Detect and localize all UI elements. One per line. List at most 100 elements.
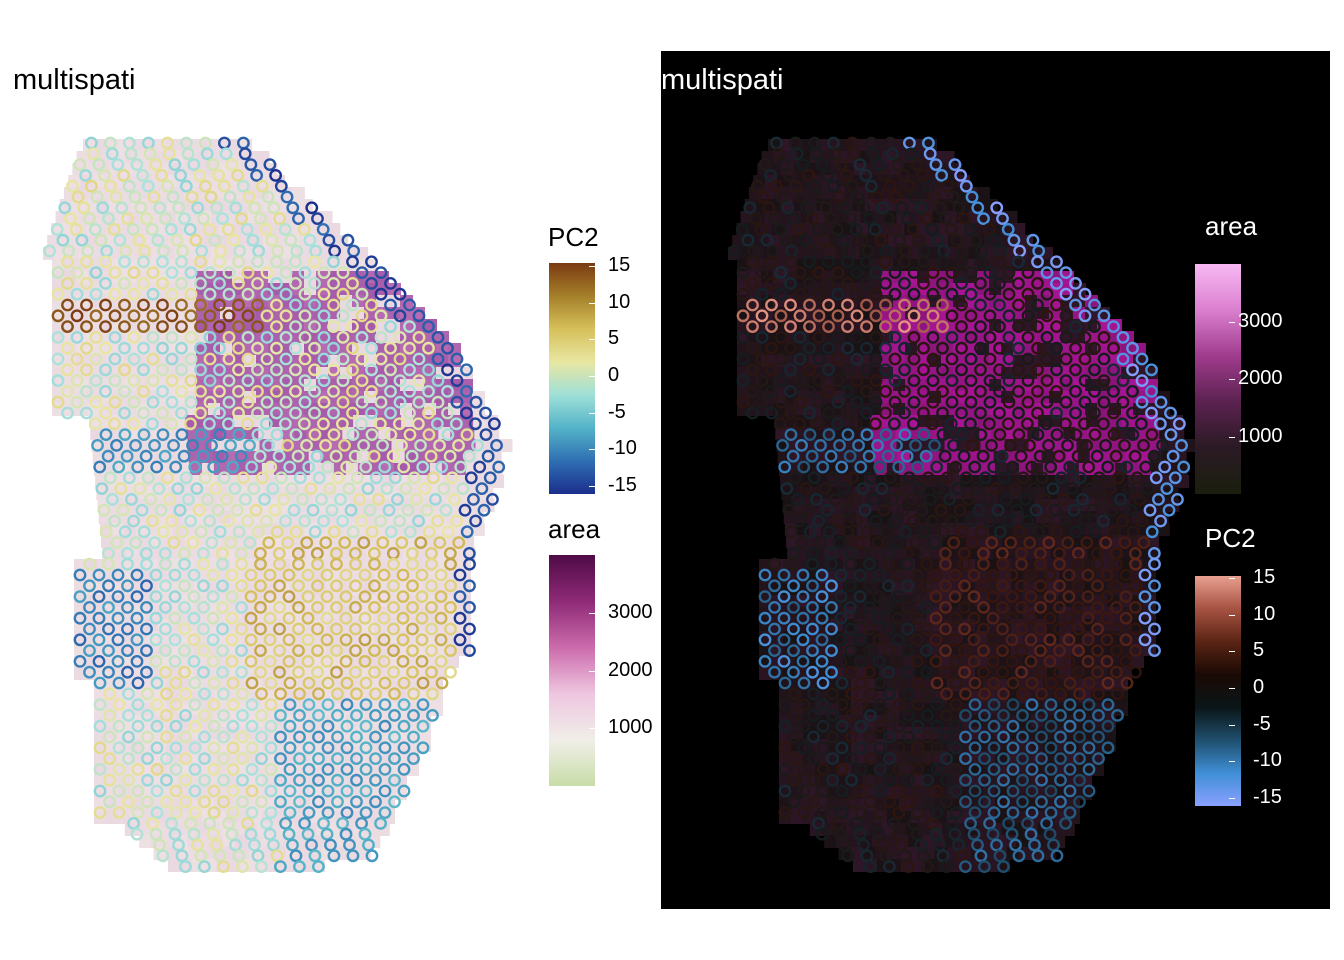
tissue-area-cell <box>160 283 173 296</box>
spot-marker <box>222 330 236 344</box>
spot-marker <box>355 266 369 279</box>
spot-marker <box>774 266 788 280</box>
spot-marker <box>274 179 288 193</box>
spot-marker <box>425 557 438 571</box>
spot-marker <box>346 363 359 377</box>
tissue-area-cell <box>430 703 443 716</box>
spot-marker <box>93 741 107 755</box>
spot-marker <box>286 201 300 215</box>
spot-marker <box>321 460 335 474</box>
spot-marker <box>450 374 464 387</box>
spot-marker <box>397 741 411 755</box>
spot-marker <box>122 709 135 722</box>
spot-marker <box>236 795 249 809</box>
spot-marker <box>358 655 372 668</box>
spot-marker <box>61 341 74 355</box>
spot-marker <box>348 449 362 463</box>
tissue-area-cell <box>797 331 810 344</box>
spot-marker <box>401 503 415 517</box>
spot-marker <box>368 557 381 571</box>
tissue-area-cell <box>1138 463 1152 476</box>
spot-marker <box>990 201 1004 215</box>
spot-marker <box>206 633 220 647</box>
tissue-area-cell <box>220 367 233 380</box>
spot-marker <box>156 384 169 398</box>
tissue-area-cell <box>960 475 974 488</box>
pc2-legend-title: PC2 <box>548 222 599 252</box>
spot-marker <box>150 698 164 711</box>
spot-marker <box>168 568 182 582</box>
spot-marker <box>160 687 173 701</box>
spot-marker <box>338 438 351 452</box>
spot-marker <box>1026 233 1040 247</box>
tissue-area-cell <box>989 391 1002 404</box>
tissue-area-cell <box>976 187 990 200</box>
spot-marker <box>870 190 884 204</box>
tissue-area-cell <box>791 811 804 824</box>
tissue-area-cell <box>1037 367 1050 380</box>
spot-marker <box>948 158 962 172</box>
tissue-area-cell <box>1037 259 1050 272</box>
spot-marker <box>467 492 480 506</box>
spot-marker <box>99 428 113 441</box>
tissue-area-cell <box>362 583 375 596</box>
spot-marker <box>460 525 474 539</box>
tissue-area-cell <box>382 799 395 812</box>
spot-marker <box>112 763 126 776</box>
spot-marker <box>312 687 325 701</box>
spot-marker <box>380 482 394 495</box>
spot-marker <box>300 438 313 452</box>
spot-marker <box>198 795 211 809</box>
spot-marker <box>365 384 378 398</box>
spot-marker <box>197 579 210 593</box>
spot-marker <box>98 168 112 182</box>
spot-marker <box>213 428 227 441</box>
spot-marker <box>182 492 195 506</box>
spot-marker <box>244 611 258 625</box>
spot-marker <box>127 514 141 528</box>
spot-marker <box>874 233 888 247</box>
spot-marker <box>112 741 126 755</box>
spot-marker <box>292 644 305 657</box>
tissue-area-cell <box>111 223 125 236</box>
spot-marker <box>184 817 197 830</box>
spot-marker <box>945 266 959 280</box>
spot-marker <box>270 276 283 290</box>
tissue-area-cell <box>220 331 233 344</box>
spot-marker <box>211 503 225 517</box>
spot-marker <box>743 201 757 215</box>
spot-marker <box>406 665 419 679</box>
spot-marker <box>416 741 430 755</box>
tissue-area-cell <box>262 799 275 812</box>
tissue-area-cell <box>1031 703 1044 716</box>
tissue-area-cell <box>352 331 365 344</box>
spot-marker <box>917 276 930 290</box>
spot-marker <box>178 212 191 226</box>
tissue-area-cell <box>172 391 185 404</box>
spot-marker <box>141 730 154 744</box>
legend-tick-mark <box>589 376 595 377</box>
tissue-area-cell <box>857 379 870 392</box>
tissue-area-cell <box>887 715 900 728</box>
spot-marker <box>283 676 297 690</box>
spot-marker <box>384 298 397 312</box>
spot-marker <box>121 622 134 636</box>
legend-tick-label: -5 <box>608 400 626 423</box>
tissue-area-cell <box>274 799 287 812</box>
spot-marker <box>327 320 340 333</box>
tissue-area-cell <box>232 403 245 416</box>
spot-marker <box>403 428 417 441</box>
spot-marker <box>222 287 236 301</box>
tissue-area-cell <box>847 547 861 560</box>
tissue-area-cell <box>298 715 311 728</box>
spot-marker <box>415 611 429 625</box>
spot-marker <box>93 806 107 819</box>
spot-marker <box>61 255 74 269</box>
spot-marker <box>217 709 230 722</box>
spot-marker <box>425 622 438 636</box>
spot-marker <box>226 763 240 776</box>
left-spatial-plot <box>42 136 513 873</box>
tissue-area-cell <box>797 367 810 380</box>
tissue-area-cell <box>939 619 952 632</box>
spot-marker <box>198 709 211 722</box>
